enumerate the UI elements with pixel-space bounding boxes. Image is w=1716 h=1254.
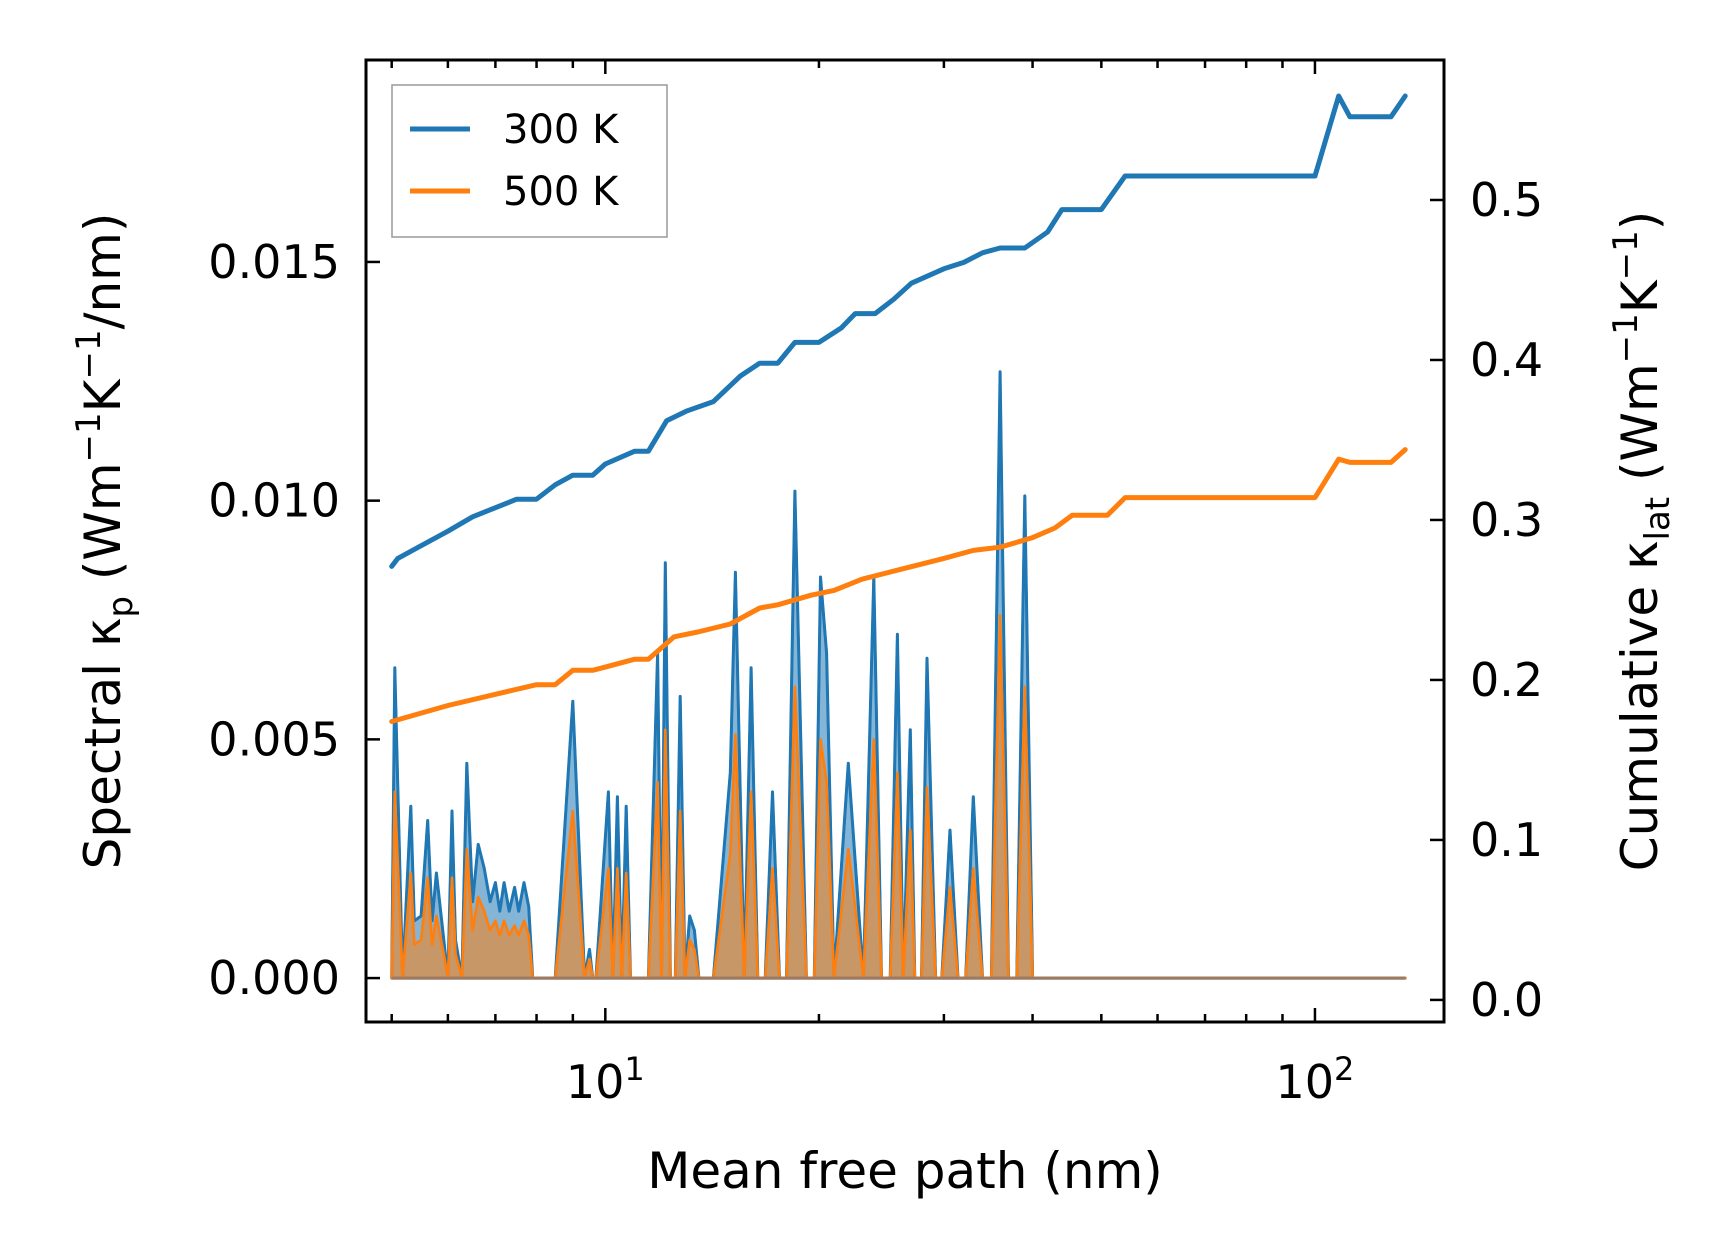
spectral-area-layer: [390, 370, 1407, 980]
axes-layer: 101 102 0.000 0.005 0.010 0.015 0.0 0.1 0.2 0.3 0.…: [208, 60, 1543, 1109]
plot-frame: [364, 58, 1446, 1024]
x-tick-label: 102: [1276, 1050, 1355, 1109]
legend: 300 K 500 K: [391, 84, 668, 238]
x-tick-label: 101: [566, 1050, 645, 1109]
legend-label: 500 K: [503, 169, 620, 215]
right-y-tick-label: 0.3: [1470, 493, 1543, 547]
left-axis-title: Spectral κp (Wm−1K−1/nm): [69, 213, 141, 870]
legend-label: 300 K: [503, 107, 620, 153]
right-y-tick-label: 0.1: [1470, 813, 1543, 867]
left-y-tick-label: 0.010: [208, 474, 340, 528]
left-y-tick-label: 0.005: [208, 712, 340, 766]
cumulative-line-300-k: [389, 93, 1408, 569]
right-axis-title: Cumulative κlat (Wm−1K−1): [1606, 211, 1678, 871]
right-y-tick-label: 0.5: [1470, 173, 1543, 227]
right-y-tick-label: 0.4: [1470, 333, 1543, 387]
cumulative-line-500-k: [389, 447, 1408, 724]
right-y-tick-label: 0.2: [1470, 653, 1543, 707]
left-y-tick-label: 0.015: [208, 235, 340, 289]
left-y-tick-label: 0.000: [208, 951, 340, 1005]
cumulative-line-layer: [389, 93, 1408, 724]
right-y-tick-label: 0.0: [1470, 973, 1543, 1027]
x-axis-title: Mean free path (nm): [647, 1142, 1163, 1200]
legend-box: [391, 84, 668, 238]
